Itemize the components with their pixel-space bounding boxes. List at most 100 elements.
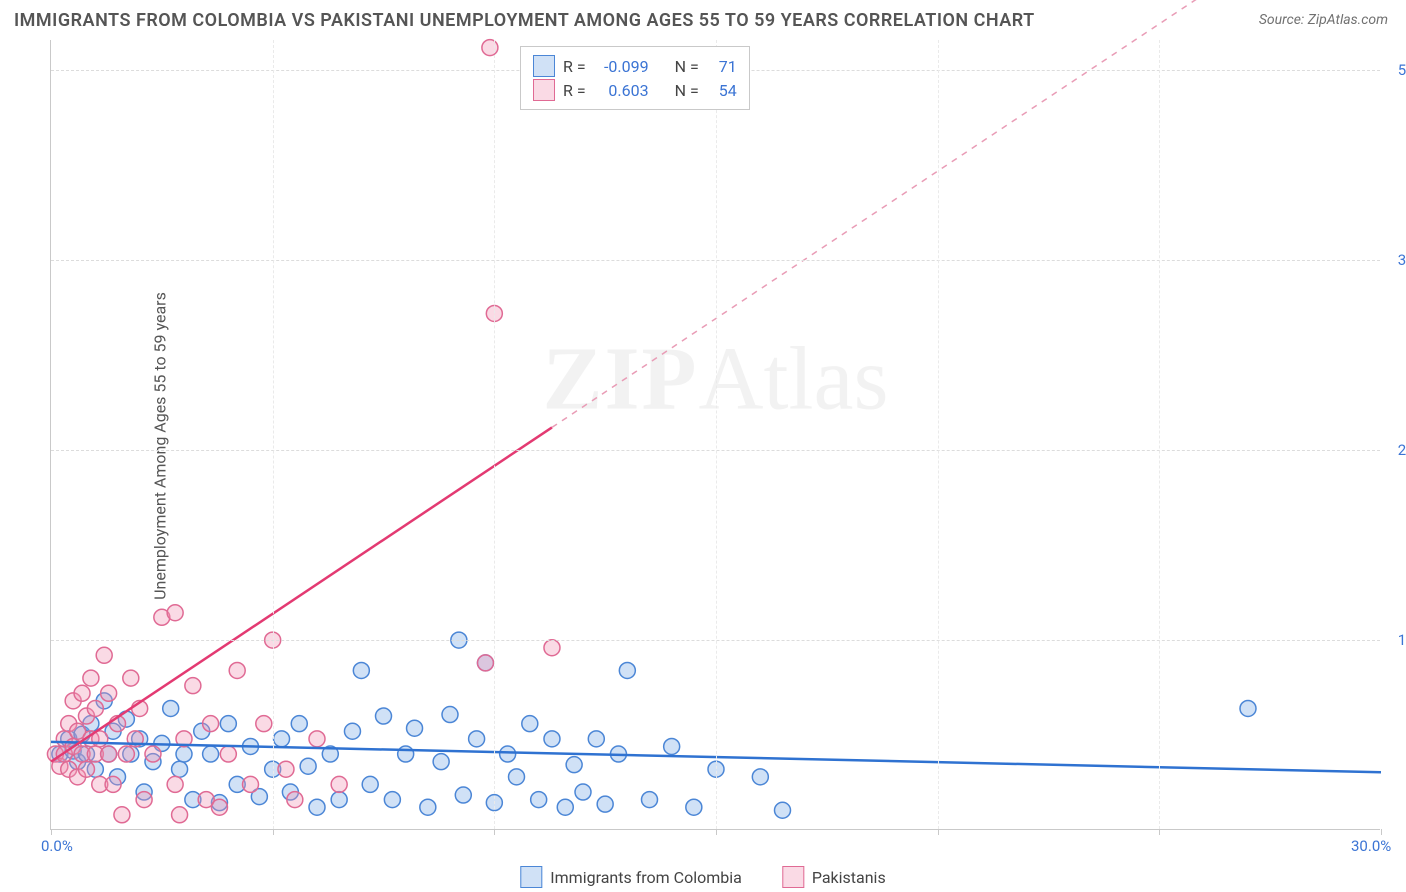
data-point	[331, 776, 347, 792]
data-point	[172, 761, 188, 777]
source-attribution: Source: ZipAtlas.com	[1259, 12, 1388, 28]
data-point	[384, 792, 400, 808]
data-point	[123, 670, 139, 686]
data-point	[619, 662, 635, 678]
data-point	[167, 605, 183, 621]
data-point	[172, 807, 188, 823]
legend-row: R =-0.099N =71	[533, 55, 737, 77]
legend-label: Pakistanis	[812, 868, 886, 887]
data-point	[145, 746, 161, 762]
legend-swatch	[533, 55, 555, 77]
data-point	[300, 758, 316, 774]
legend-label: Immigrants from Colombia	[550, 868, 742, 887]
data-point	[274, 731, 290, 747]
data-point	[597, 796, 613, 812]
x-tick	[273, 829, 274, 835]
legend-swatch	[520, 866, 542, 888]
data-point	[752, 769, 768, 785]
legend-item: Immigrants from Colombia	[520, 866, 742, 888]
data-point	[642, 792, 658, 808]
correlation-legend: R =-0.099N =71R =0.603N =54	[520, 46, 750, 110]
data-point	[566, 757, 582, 773]
data-point	[309, 799, 325, 815]
data-point	[531, 792, 547, 808]
scatter-chart: ZIPAtlas 12.5%25.0%37.5%50.0%0.0%30.0%	[50, 40, 1380, 830]
legend-swatch	[533, 79, 555, 101]
x-gridline	[494, 40, 495, 829]
data-point	[544, 731, 560, 747]
data-point	[362, 776, 378, 792]
n-value: 54	[707, 81, 737, 100]
data-point	[482, 40, 498, 56]
data-point	[287, 792, 303, 808]
data-point	[544, 640, 560, 656]
x-tick-label: 30.0%	[1351, 837, 1391, 855]
legend-item: Pakistanis	[782, 866, 886, 888]
data-point	[136, 792, 152, 808]
data-point	[376, 708, 392, 724]
data-point	[176, 746, 192, 762]
data-point	[229, 662, 245, 678]
data-point	[575, 784, 591, 800]
data-point	[420, 799, 436, 815]
data-point	[664, 738, 680, 754]
data-point	[469, 731, 485, 747]
data-point	[185, 678, 201, 694]
data-point	[211, 799, 227, 815]
data-point	[775, 802, 791, 818]
data-point	[118, 746, 134, 762]
r-value: -0.099	[594, 57, 649, 76]
data-point	[309, 731, 325, 747]
y-tick-label: 50.0%	[1398, 61, 1406, 79]
data-point	[87, 700, 103, 716]
data-point	[220, 746, 236, 762]
data-point	[74, 685, 90, 701]
data-point	[256, 716, 272, 732]
x-tick	[938, 829, 939, 835]
x-tick	[1159, 829, 1160, 835]
x-tick	[716, 829, 717, 835]
data-point	[509, 769, 525, 785]
data-point	[291, 716, 307, 732]
data-point	[557, 799, 573, 815]
data-point	[686, 799, 702, 815]
trend-line	[51, 427, 552, 761]
x-tick	[1381, 829, 1382, 835]
data-point	[477, 655, 493, 671]
data-point	[114, 807, 130, 823]
data-point	[203, 746, 219, 762]
data-point	[353, 662, 369, 678]
data-point	[433, 754, 449, 770]
r-label: R =	[563, 81, 586, 100]
n-value: 71	[707, 57, 737, 76]
data-point	[344, 723, 360, 739]
data-point	[278, 761, 294, 777]
data-point	[101, 685, 117, 701]
x-tick-label: 0.0%	[41, 837, 73, 855]
x-tick	[494, 829, 495, 835]
x-tick	[51, 829, 52, 835]
data-point	[203, 716, 219, 732]
data-point	[78, 761, 94, 777]
legend-row: R =0.603N =54	[533, 79, 737, 101]
data-point	[407, 720, 423, 736]
x-gridline	[1159, 40, 1160, 829]
r-label: R =	[563, 57, 586, 76]
data-point	[163, 700, 179, 716]
data-point	[96, 647, 112, 663]
y-tick-label: 12.5%	[1398, 631, 1406, 649]
legend-swatch	[782, 866, 804, 888]
data-point	[442, 707, 458, 723]
chart-title: IMMIGRANTS FROM COLOMBIA VS PAKISTANI UN…	[14, 10, 1035, 31]
data-point	[167, 776, 183, 792]
y-tick-label: 25.0%	[1398, 441, 1406, 459]
data-point	[588, 731, 604, 747]
data-point	[455, 787, 471, 803]
data-point	[522, 716, 538, 732]
data-point	[500, 746, 516, 762]
data-point	[101, 746, 117, 762]
data-point	[331, 792, 347, 808]
series-legend: Immigrants from Colombia Pakistanis	[520, 866, 885, 888]
y-tick-label: 37.5%	[1398, 251, 1406, 269]
data-point	[220, 716, 236, 732]
